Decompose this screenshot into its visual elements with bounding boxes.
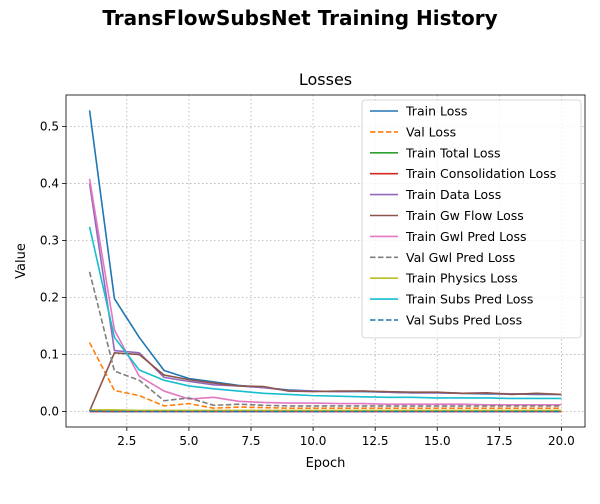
- series-line-val-loss: [88, 342, 562, 409]
- x-tick-label: 2.5: [117, 434, 136, 448]
- y-tick-label: 0.1: [40, 348, 59, 362]
- y-tick-label: 0.4: [40, 176, 59, 190]
- series-line-train-subs-pred-loss: [88, 226, 562, 400]
- x-tick-label: 5.0: [179, 434, 198, 448]
- y-axis-label: Value: [14, 243, 29, 279]
- legend-label-train-data-loss: Train Data Loss: [405, 187, 501, 202]
- x-axis-label: Epoch: [306, 456, 346, 471]
- series-line-val-subs-pred-loss: [89, 410, 562, 413]
- series-lines: [88, 110, 562, 413]
- legend-label-train-loss: Train Loss: [405, 104, 467, 119]
- chart-title: Losses: [299, 70, 352, 89]
- x-tick-label: 20.0: [548, 434, 575, 448]
- legend-label-train-gw-flow-loss: Train Gw Flow Loss: [405, 208, 524, 223]
- legend-label-val-loss: Val Loss: [406, 124, 456, 139]
- series-line-train-physics-loss: [89, 409, 562, 412]
- legend-label-val-subs-pred-loss: Val Subs Pred Loss: [406, 313, 522, 328]
- y-tick-label: 0.5: [40, 119, 59, 133]
- legend-label-train-gwl-pred-loss: Train Gwl Pred Loss: [405, 229, 527, 244]
- y-tick-label: 0.2: [40, 291, 59, 305]
- ticks: 2.5 5.0 7.5 10.0 12.5 15.0 17.5 20.0 0.0 0.1 0.2 0.…: [40, 119, 575, 448]
- x-tick-label: 15.0: [424, 434, 451, 448]
- legend-label-train-subs-pred-loss: Train Subs Pred Loss: [405, 292, 533, 307]
- legend-label-train-total-loss: Train Total Loss: [405, 145, 501, 160]
- y-tick-label: 0.3: [40, 233, 59, 247]
- x-tick-label: 7.5: [241, 434, 260, 448]
- x-tick-label: 12.5: [362, 434, 389, 448]
- legend-label-train-consolidation-loss: Train Consolidation Loss: [405, 166, 556, 181]
- legend-label-train-physics-loss: Train Physics Loss: [405, 271, 518, 286]
- series-line-train-gwl-pred-loss: [88, 178, 562, 406]
- series-line-val-gwl-pred-loss: [88, 271, 562, 407]
- y-tick-label: 0.0: [40, 405, 59, 419]
- x-tick-label: 10.0: [300, 434, 327, 448]
- legend: Train Loss Val Loss Train Total Loss Train …: [361, 99, 582, 339]
- figure-suptitle: TransFlowSubsNet Training History: [102, 6, 498, 30]
- x-tick-label: 17.5: [486, 434, 513, 448]
- series-line-train-gw-flow-loss: [88, 352, 562, 412]
- legend-box: [361, 99, 582, 339]
- axes-frame: [65, 94, 586, 428]
- legend-label-val-gwl-pred-loss: Val Gwl Pred Loss: [406, 250, 515, 265]
